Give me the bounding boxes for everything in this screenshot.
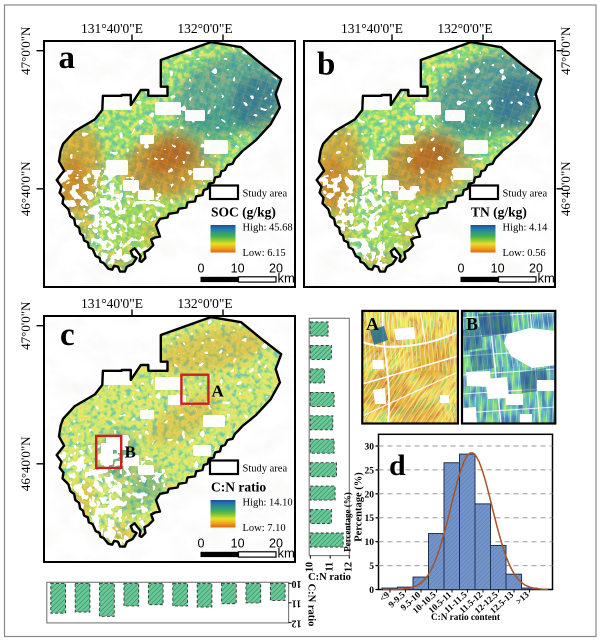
svg-text:5: 5 — [369, 562, 374, 572]
svg-text:132°0'0"E: 132°0'0"E — [437, 21, 492, 36]
svg-text:20: 20 — [365, 490, 375, 500]
svg-text:b: b — [317, 47, 335, 83]
svg-text:km: km — [278, 271, 295, 286]
svg-text:10: 10 — [292, 578, 302, 589]
svg-text:46°40'0"N: 46°40'0"N — [18, 436, 33, 491]
svg-text:0: 0 — [369, 586, 374, 596]
svg-text:46°40'0"N: 46°40'0"N — [18, 161, 33, 216]
svg-text:47°0'0"N: 47°0'0"N — [18, 301, 33, 350]
svg-text:km: km — [538, 271, 555, 286]
svg-text:12: 12 — [344, 562, 355, 572]
svg-text:High: 14.10: High: 14.10 — [243, 498, 293, 509]
svg-text:131°40'0"E: 131°40'0"E — [81, 296, 143, 311]
svg-text:c: c — [60, 317, 75, 353]
svg-text:d: d — [389, 449, 406, 482]
svg-text:10: 10 — [231, 537, 245, 551]
svg-text:SOC (g/kg): SOC (g/kg) — [211, 205, 276, 220]
svg-text:10: 10 — [305, 562, 316, 572]
svg-text:46°40'0"N: 46°40'0"N — [558, 161, 573, 216]
svg-text:Low: 6.15: Low: 6.15 — [243, 248, 286, 259]
svg-text:15: 15 — [365, 514, 375, 524]
svg-text:Percentage (%): Percentage (%) — [343, 492, 353, 552]
svg-text:TN (g/kg): TN (g/kg) — [471, 205, 527, 220]
svg-text:0: 0 — [198, 262, 205, 276]
svg-text:0: 0 — [458, 262, 465, 276]
svg-text:20: 20 — [269, 537, 283, 551]
svg-text:High: 4.14: High: 4.14 — [503, 223, 549, 234]
svg-text:Study area: Study area — [243, 464, 288, 475]
svg-text:A: A — [366, 314, 379, 334]
svg-text:Percentage (%): Percentage (%) — [354, 472, 365, 542]
svg-text:km: km — [278, 546, 295, 561]
svg-text:C:N ratio: C:N ratio — [306, 584, 317, 627]
svg-text:20: 20 — [529, 262, 543, 276]
svg-text:10: 10 — [365, 538, 375, 548]
svg-text:High: 45.68: High: 45.68 — [243, 223, 293, 234]
svg-text:Low: 0.56: Low: 0.56 — [503, 248, 546, 259]
svg-text:C:N ratio content: C:N ratio content — [431, 612, 501, 622]
svg-text:131°40'0"E: 131°40'0"E — [81, 21, 143, 36]
svg-text:B: B — [466, 314, 478, 334]
svg-text:Low: 7.10: Low: 7.10 — [243, 523, 286, 534]
svg-text:10: 10 — [491, 262, 505, 276]
svg-text:11: 11 — [324, 562, 335, 571]
svg-text:0: 0 — [198, 537, 205, 551]
svg-text:A: A — [212, 382, 225, 401]
svg-text:Study area: Study area — [243, 189, 288, 200]
svg-text:25: 25 — [365, 466, 375, 476]
svg-text:10: 10 — [231, 262, 245, 276]
svg-text:C:N ratio: C:N ratio — [308, 572, 351, 583]
svg-text:131°40'0"E: 131°40'0"E — [341, 21, 403, 36]
svg-text:C:N ratio: C:N ratio — [211, 480, 266, 495]
svg-text:a: a — [59, 40, 76, 76]
svg-text:B: B — [125, 443, 136, 462]
svg-text:132°0'0"E: 132°0'0"E — [177, 296, 232, 311]
svg-text:12: 12 — [292, 617, 302, 628]
svg-text:Study area: Study area — [503, 189, 548, 200]
svg-text:47°0'0"N: 47°0'0"N — [558, 26, 573, 75]
svg-text:47°0'0"N: 47°0'0"N — [18, 26, 33, 75]
svg-text:11: 11 — [292, 598, 301, 609]
svg-text:132°0'0"E: 132°0'0"E — [177, 21, 232, 36]
svg-text:20: 20 — [269, 262, 283, 276]
svg-text:30: 30 — [365, 443, 375, 453]
